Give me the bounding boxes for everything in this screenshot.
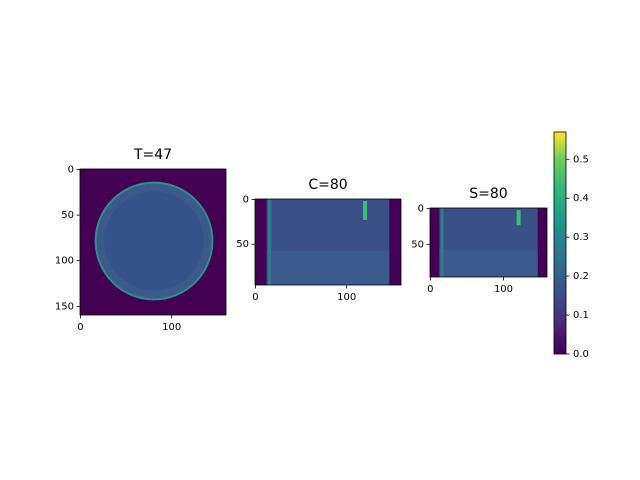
panel-title: C=80 — [308, 177, 347, 193]
x-tick-label: 100 — [162, 322, 181, 333]
axes-frame — [79, 168, 227, 316]
colorbar-tick-label: 0.2 — [573, 271, 589, 282]
image-panel — [79, 168, 227, 316]
hot — [516, 210, 521, 226]
y-tick-label: 0 — [68, 164, 74, 175]
y-tick-label: 0 — [418, 203, 424, 214]
colorbar-tick-label: 0.4 — [573, 193, 589, 204]
colorbar-tick-label: 0.3 — [573, 232, 589, 243]
y-tick-label: 50 — [236, 239, 249, 250]
hot — [363, 201, 368, 220]
colorbar-tick-label: 0.5 — [573, 154, 589, 165]
image-panel — [429, 207, 548, 278]
y-tick-label: 50 — [61, 210, 74, 221]
panel-title: S=80 — [469, 186, 507, 202]
x-tick-label: 0 — [427, 284, 433, 295]
edge — [440, 208, 444, 277]
colorbar-tick-label: 0.0 — [573, 349, 589, 360]
x-tick-label: 0 — [77, 322, 83, 333]
disc-inner — [104, 191, 204, 291]
x-tick-label: 100 — [494, 284, 513, 295]
edge — [268, 199, 272, 285]
x-tick-label: 0 — [252, 292, 258, 303]
x-tick-label: 100 — [337, 292, 356, 303]
image-panel — [254, 198, 402, 286]
axes-frame — [429, 207, 548, 278]
axes-frame — [254, 198, 402, 286]
band — [439, 249, 538, 277]
colorbar-tick-label: 0.1 — [573, 310, 589, 321]
y-tick-label: 150 — [55, 301, 74, 312]
colorbar — [553, 131, 567, 355]
ring — [94, 181, 214, 301]
band — [266, 250, 390, 285]
y-tick-label: 50 — [411, 239, 424, 250]
y-tick-label: 100 — [55, 256, 74, 267]
panel-title: T=47 — [133, 147, 172, 163]
y-tick-label: 0 — [243, 194, 249, 205]
